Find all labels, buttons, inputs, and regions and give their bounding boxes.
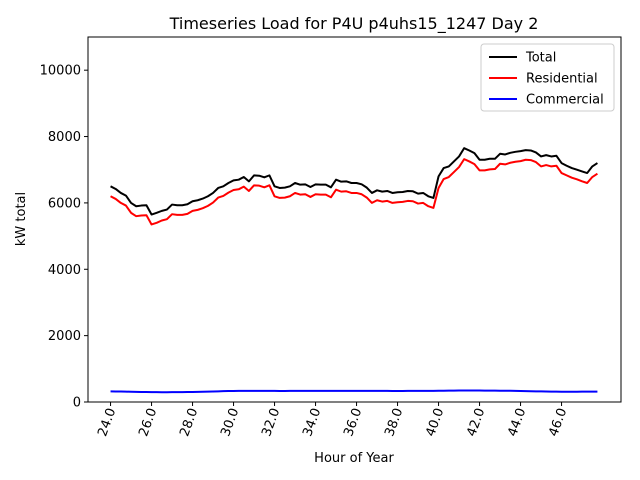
legend-label-commercial: Commercial xyxy=(526,93,604,108)
y-tick-label: 4000 xyxy=(48,263,81,278)
series-line-total xyxy=(110,147,598,216)
axes-frame xyxy=(87,36,622,403)
legend: Total Residential Commercial xyxy=(480,43,615,112)
legend-box xyxy=(480,43,615,112)
y-axis-title: kW total xyxy=(14,192,29,246)
chart-title: Timeseries Load for P4U p4uhs15_1247 Day… xyxy=(169,14,539,34)
y-tick-label: 8000 xyxy=(48,130,81,145)
y-tick-label: 10000 xyxy=(40,64,81,79)
y-tick-label: 6000 xyxy=(48,196,81,211)
plot-area xyxy=(110,147,598,394)
series-line-commercial xyxy=(110,389,598,394)
legend-label-residential: Residential xyxy=(526,72,598,87)
y-tick-label: 2000 xyxy=(48,329,81,344)
legend-label-total: Total xyxy=(525,51,556,66)
series-line-residential xyxy=(110,158,598,226)
y-tick-label: 0 xyxy=(73,396,81,411)
x-axis-title: Hour of Year xyxy=(314,451,394,466)
y-axis: 0 2000 4000 6000 8000 10000 xyxy=(40,64,88,411)
